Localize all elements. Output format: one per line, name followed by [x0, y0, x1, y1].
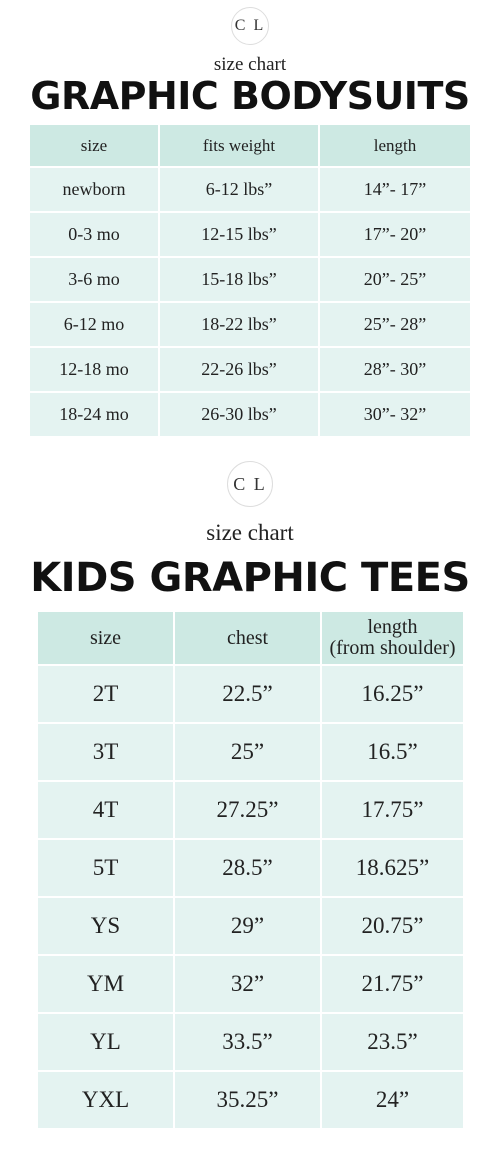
- table-cell: 17.75”: [322, 782, 463, 838]
- table-cell: 22-26 lbs”: [160, 348, 318, 391]
- table-cell: 18-24 mo: [30, 393, 158, 436]
- table-cell: 6-12 mo: [30, 303, 158, 346]
- table-cell: 17”- 20”: [320, 213, 470, 256]
- table-cell: 25”: [175, 724, 320, 780]
- table-cell: 0-3 mo: [30, 213, 158, 256]
- table-cell: 26-30 lbs”: [160, 393, 318, 436]
- header-cell: length (from shoulder): [322, 612, 463, 664]
- table-cell: YXL: [38, 1072, 173, 1128]
- table-cell: 4T: [38, 782, 173, 838]
- title: KIDS GRAPHIC TEES: [30, 555, 470, 601]
- table-cell: 6-12 lbs”: [160, 168, 318, 211]
- table-cell: 16.5”: [322, 724, 463, 780]
- title: GRAPHIC BODYSUITS: [30, 74, 470, 118]
- table-cell: YS: [38, 898, 173, 954]
- table-cell: 27.25”: [175, 782, 320, 838]
- subtitle: size chart: [206, 520, 294, 545]
- table-cell: 2T: [38, 666, 173, 722]
- table-cell: 24”: [322, 1072, 463, 1128]
- table-cell: YM: [38, 956, 173, 1012]
- table-cell: 33.5”: [175, 1014, 320, 1070]
- table-cell: 35.25”: [175, 1072, 320, 1128]
- table-cell: 25”- 28”: [320, 303, 470, 346]
- table-cell: newborn: [30, 168, 158, 211]
- header-cell: size: [30, 125, 158, 166]
- logo: C L: [227, 461, 273, 507]
- table-cell: 20”- 25”: [320, 258, 470, 301]
- table-cell: 3-6 mo: [30, 258, 158, 301]
- table-cell: 3T: [38, 724, 173, 780]
- header-cell: chest: [175, 612, 320, 664]
- logo: C L: [231, 7, 269, 45]
- size-table: size chest length (from shoulder) 2T 22.5” 16…: [38, 612, 463, 1128]
- table-cell: 12-18 mo: [30, 348, 158, 391]
- table-cell: 15-18 lbs”: [160, 258, 318, 301]
- table-cell: 30”- 32”: [320, 393, 470, 436]
- table-cell: 18.625”: [322, 840, 463, 896]
- table-cell: YL: [38, 1014, 173, 1070]
- table-cell: 23.5”: [322, 1014, 463, 1070]
- header-cell: size: [38, 612, 173, 664]
- table-cell: 18-22 lbs”: [160, 303, 318, 346]
- table-cell: 32”: [175, 956, 320, 1012]
- table-cell: 20.75”: [322, 898, 463, 954]
- header-cell: fits weight: [160, 125, 318, 166]
- table-cell: 12-15 lbs”: [160, 213, 318, 256]
- table-cell: 21.75”: [322, 956, 463, 1012]
- table-cell: 29”: [175, 898, 320, 954]
- table-cell: 16.25”: [322, 666, 463, 722]
- size-table: size fits weight length newborn 6-12 lbs” 14”…: [30, 125, 470, 436]
- header-cell: length: [320, 125, 470, 166]
- table-cell: 22.5”: [175, 666, 320, 722]
- table-cell: 14”- 17”: [320, 168, 470, 211]
- subtitle: size chart: [213, 54, 287, 75]
- table-cell: 28.5”: [175, 840, 320, 896]
- table-cell: 5T: [38, 840, 173, 896]
- table-cell: 28”- 30”: [320, 348, 470, 391]
